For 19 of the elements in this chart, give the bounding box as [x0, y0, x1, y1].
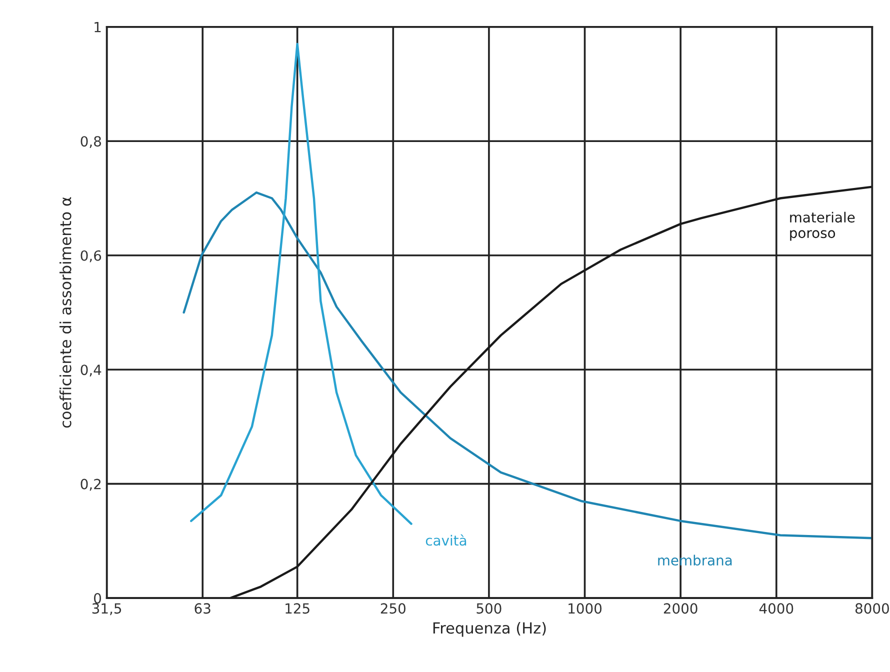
y-tick-label: 0,8	[80, 136, 101, 148]
x-tick-label: 125	[286, 603, 310, 614]
y-tick-label: 0,2	[80, 478, 101, 491]
y-tick-label: 0	[94, 593, 102, 604]
x-tick-label: 4000	[759, 603, 794, 614]
x-tick-label: 31,5	[92, 603, 122, 616]
x-tick-label: 8000	[855, 603, 889, 614]
x-tick-label: 2000	[664, 603, 698, 614]
y-tick-label: 0,4	[80, 364, 102, 376]
y-tick-label: 0,6	[80, 250, 102, 262]
y-tick-label: 1	[94, 22, 101, 32]
x-tick-label: 500	[476, 603, 502, 614]
series-label: materiale poroso	[790, 212, 855, 241]
x-tick-label: 63	[194, 603, 210, 614]
series-label: cavità	[426, 534, 466, 546]
x-axis-title: Frequenza (Hz)	[433, 622, 546, 637]
x-tick-label: 250	[380, 603, 406, 614]
y-axis-title: coefficiente di assorbimento α	[60, 197, 72, 428]
x-tick-label: 1000	[568, 603, 602, 614]
